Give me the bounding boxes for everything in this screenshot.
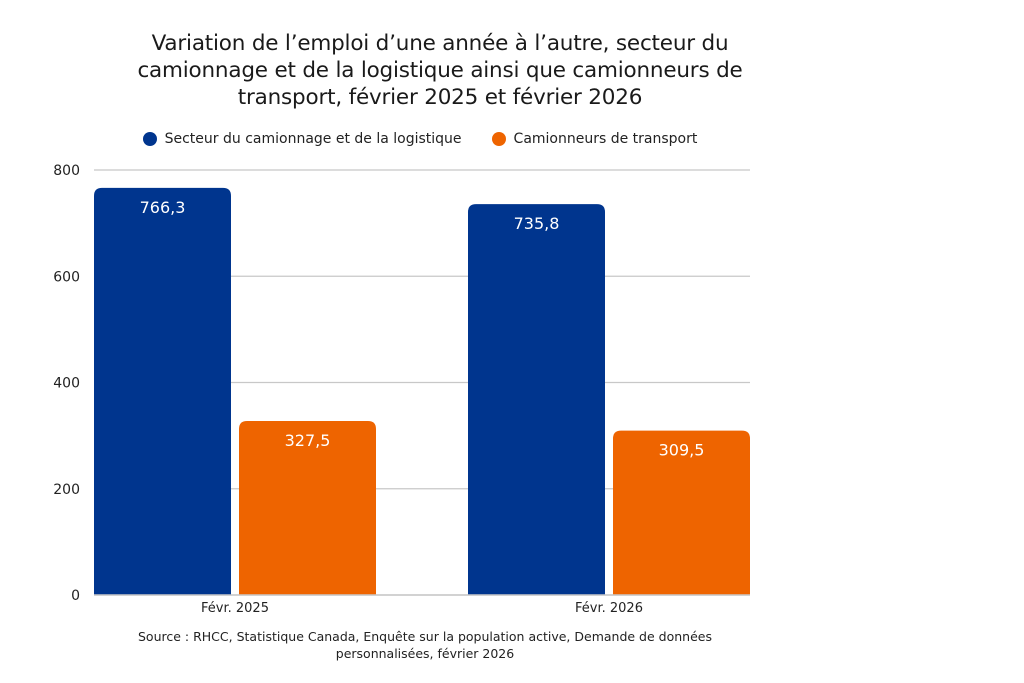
chart-title-line: transport, février 2025 et février 2026 xyxy=(237,85,643,110)
chart-legend: Secteur du camionnage et de la logistiqu… xyxy=(0,131,840,147)
y-tick-label: 600 xyxy=(53,269,80,285)
data-label: 735,8 xyxy=(514,214,560,233)
legend-item-trucking-sector: Secteur du camionnage et de la logistiqu… xyxy=(142,131,462,147)
data-label: 766,3 xyxy=(140,198,186,217)
legend-swatch-icon xyxy=(142,132,157,146)
legend-swatch-icon xyxy=(491,132,506,146)
chart-title: Variation de l’emploi d’une année à l’au… xyxy=(100,30,780,111)
bar xyxy=(239,421,376,595)
data-label: 327,5 xyxy=(285,431,331,450)
data-label: 309,5 xyxy=(659,441,705,460)
legend-item-truck-drivers: Camionneurs de transport xyxy=(491,131,698,147)
bar xyxy=(94,187,231,595)
chart-title-line: Variation de l’emploi d’une année à l’au… xyxy=(151,31,729,56)
x-tick-label: Févr. 2026 xyxy=(575,601,643,616)
legend-label: Camionneurs de transport xyxy=(513,131,698,147)
bar xyxy=(468,204,605,595)
y-tick-label: 800 xyxy=(53,163,80,179)
chart-source: Source : RHCC, Statistique Canada, Enquê… xyxy=(100,628,750,662)
y-tick-label: 0 xyxy=(71,588,80,604)
bar xyxy=(613,430,750,595)
chart-title-line: camionnage et de la logistique ainsi que… xyxy=(137,58,743,83)
y-tick-label: 400 xyxy=(53,376,80,392)
source-line: Source : RHCC, Statistique Canada, Enquê… xyxy=(138,629,712,644)
legend-label: Secteur du camionnage et de la logistiqu… xyxy=(164,131,462,147)
y-tick-label: 200 xyxy=(53,482,80,498)
x-tick-label: Févr. 2025 xyxy=(201,601,269,616)
source-line: personnalisées, février 2026 xyxy=(335,646,515,661)
